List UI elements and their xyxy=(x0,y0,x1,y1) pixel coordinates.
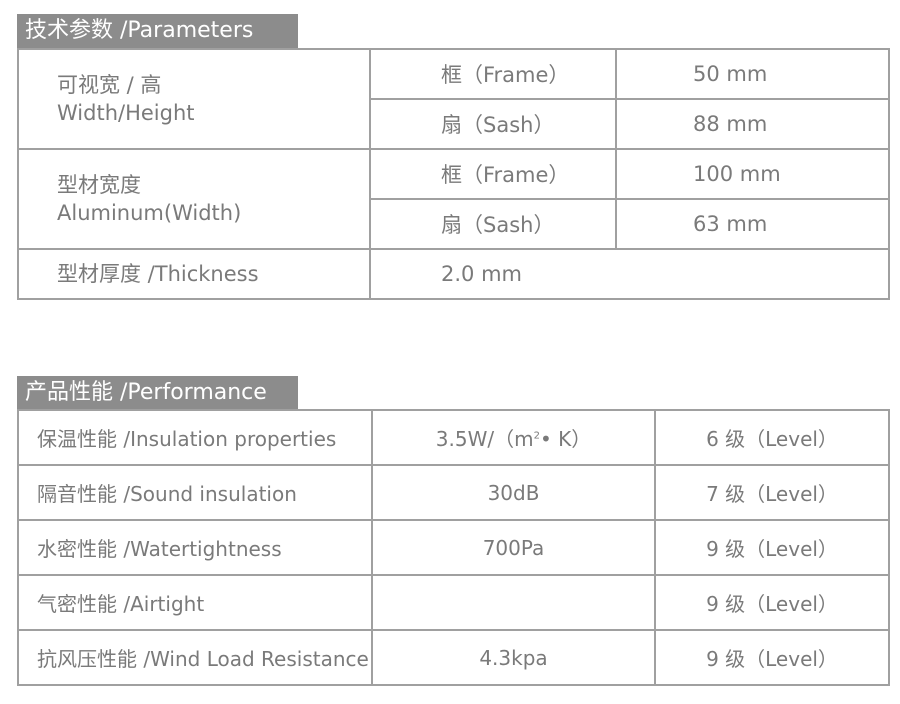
part-cell: 框（Frame） xyxy=(369,148,617,200)
table-row: 水密性能 /Watertightness 700Pa 9 级（Level） xyxy=(17,519,890,576)
level-cell: 7 级（Level） xyxy=(654,464,890,521)
value-cell: 30dB xyxy=(371,464,656,521)
table-row: 型材厚度 /Thickness 2.0 mm xyxy=(17,248,890,300)
table-row: 抗风压性能 /Wind Load Resistance 4.3kpa 9 级（L… xyxy=(17,629,890,686)
value-cell xyxy=(371,574,656,631)
table-row: 隔音性能 /Sound insulation 30dB 7 级（Level） xyxy=(17,464,890,521)
value-text: 3.5W/（m xyxy=(435,427,534,451)
value-cell: 700Pa xyxy=(371,519,656,576)
part-cell: 扇（Sash） xyxy=(369,98,617,150)
part-cell: 扇（Sash） xyxy=(369,198,617,250)
table-row: 保温性能 /Insulation properties 3.5W/（m2• K）… xyxy=(17,409,890,466)
thickness-label: 型材厚度 /Thickness xyxy=(17,248,371,300)
level-cell: 9 级（Level） xyxy=(654,629,890,686)
table-row: 可视宽 / 高 Width/Height 框（Frame） 50 mm xyxy=(17,48,890,150)
label-cell: 隔音性能 /Sound insulation xyxy=(17,464,373,521)
table-row: 扇（Sash） 88 mm xyxy=(18,98,890,150)
label-cell: 保温性能 /Insulation properties xyxy=(17,409,373,466)
table-row: 气密性能 /Airtight 9 级（Level） xyxy=(17,574,890,631)
level-cell: 9 级（Level） xyxy=(654,574,890,631)
value-cell: 100 mm xyxy=(615,148,890,200)
value-cell: 88 mm xyxy=(615,98,890,150)
label-en: Width/Height xyxy=(57,101,195,125)
value-tail: • K） xyxy=(539,427,592,451)
value-cell: 3.5W/（m2• K） xyxy=(371,409,656,466)
label-cell: 抗风压性能 /Wind Load Resistance xyxy=(17,629,373,686)
superscript: 2 xyxy=(533,430,540,442)
thickness-value: 2.0 mm xyxy=(369,248,890,300)
table-row: 扇（Sash） 63 mm xyxy=(18,198,890,250)
performance-heading: 产品性能 /Performance xyxy=(17,376,298,410)
value-cell: 50 mm xyxy=(615,48,890,100)
value-cell: 63 mm xyxy=(615,198,890,250)
value-cell: 4.3kpa xyxy=(371,629,656,686)
label-en: Aluminum(Width) xyxy=(57,201,242,225)
performance-table: 保温性能 /Insulation properties 3.5W/（m2• K）… xyxy=(17,409,890,686)
aluminum-width-label: 型材宽度 Aluminum(Width) xyxy=(17,148,371,250)
label-cell: 水密性能 /Watertightness xyxy=(17,519,373,576)
parameters-heading: 技术参数 /Parameters xyxy=(17,14,298,48)
label-cn: 型材宽度 xyxy=(57,173,141,197)
table-row: 型材宽度 Aluminum(Width) 框（Frame） 100 mm xyxy=(17,148,890,250)
part-cell: 框（Frame） xyxy=(369,48,617,100)
level-cell: 9 级（Level） xyxy=(654,519,890,576)
parameters-table: 可视宽 / 高 Width/Height 框（Frame） 50 mm 扇（Sas… xyxy=(17,48,890,300)
level-cell: 6 级（Level） xyxy=(654,409,890,466)
label-cn: 可视宽 / 高 xyxy=(57,73,162,97)
width-height-label: 可视宽 / 高 Width/Height xyxy=(17,48,371,150)
label-cell: 气密性能 /Airtight xyxy=(17,574,373,631)
